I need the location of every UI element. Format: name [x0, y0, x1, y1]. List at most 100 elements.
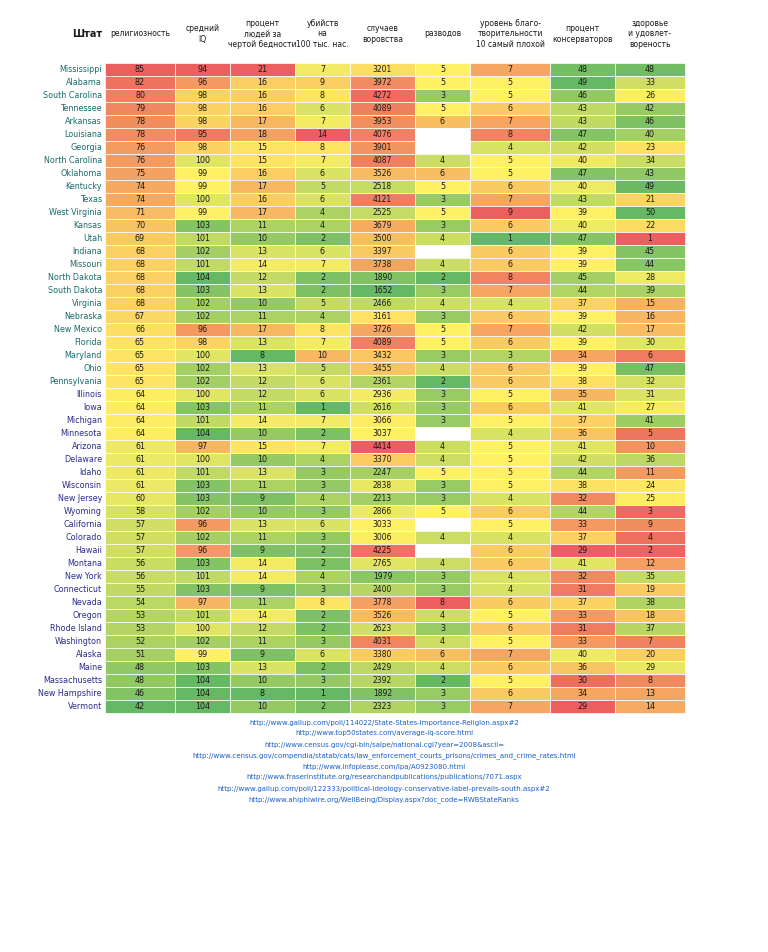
Text: 76: 76	[135, 143, 145, 152]
Bar	[615, 583, 685, 596]
Text: 10: 10	[257, 507, 267, 516]
Text: 78: 78	[135, 130, 145, 139]
Bar	[550, 362, 615, 375]
Bar	[415, 544, 470, 557]
Text: 49: 49	[645, 182, 655, 191]
Bar	[295, 700, 350, 713]
Text: 4121: 4121	[373, 195, 392, 204]
Bar	[350, 570, 415, 583]
Text: 3500: 3500	[372, 234, 392, 243]
Bar	[470, 102, 550, 115]
Bar	[470, 531, 550, 544]
Bar	[105, 375, 175, 388]
Text: Pennsylvania: Pennsylvania	[49, 377, 102, 386]
Bar	[175, 427, 230, 440]
Text: 4: 4	[508, 585, 512, 594]
Text: 40: 40	[645, 130, 655, 139]
Text: 61: 61	[135, 455, 145, 464]
Text: 2213: 2213	[373, 494, 392, 503]
Text: New Mexico: New Mexico	[54, 325, 102, 334]
Text: 3: 3	[440, 416, 445, 425]
Text: 3972: 3972	[372, 78, 392, 87]
Bar	[230, 505, 295, 518]
Text: 55: 55	[135, 585, 145, 594]
Bar	[615, 63, 685, 76]
Bar	[105, 570, 175, 583]
Bar	[175, 271, 230, 284]
Bar	[415, 583, 470, 596]
Bar	[470, 141, 550, 154]
Text: 11: 11	[257, 637, 267, 646]
Text: 2616: 2616	[373, 403, 392, 412]
Text: 45: 45	[645, 247, 655, 256]
Text: 3: 3	[440, 689, 445, 698]
Bar	[105, 466, 175, 479]
Text: Oregon: Oregon	[72, 611, 102, 620]
Text: 12: 12	[257, 377, 267, 386]
Bar	[615, 388, 685, 401]
Text: 68: 68	[135, 286, 145, 295]
Bar	[295, 141, 350, 154]
Bar	[230, 583, 295, 596]
Bar	[350, 245, 415, 258]
Text: 39: 39	[578, 338, 588, 347]
Bar	[350, 63, 415, 76]
Bar	[230, 648, 295, 661]
Text: 3: 3	[440, 312, 445, 321]
Bar	[615, 414, 685, 427]
Text: 96: 96	[197, 520, 207, 529]
Bar	[415, 414, 470, 427]
Bar	[350, 219, 415, 232]
Text: 11: 11	[645, 468, 655, 477]
Bar	[295, 427, 350, 440]
Bar	[470, 128, 550, 141]
Text: 50: 50	[645, 208, 655, 217]
Bar	[230, 427, 295, 440]
Bar	[350, 297, 415, 310]
Bar	[550, 336, 615, 349]
Bar	[470, 89, 550, 102]
Text: 85: 85	[135, 65, 145, 74]
Text: 11: 11	[257, 598, 267, 607]
Bar	[175, 63, 230, 76]
Text: 34: 34	[578, 689, 588, 698]
Text: 36: 36	[578, 429, 588, 438]
Text: Iowa: Iowa	[83, 403, 102, 412]
Text: 13: 13	[257, 468, 267, 477]
Bar	[550, 232, 615, 245]
Text: Mississippi: Mississippi	[59, 65, 102, 74]
Bar	[230, 102, 295, 115]
Bar	[295, 505, 350, 518]
Bar	[415, 310, 470, 323]
Bar	[350, 167, 415, 180]
Text: 6: 6	[320, 650, 325, 659]
Bar	[230, 492, 295, 505]
Bar	[295, 245, 350, 258]
Text: 5: 5	[440, 208, 445, 217]
Bar	[350, 180, 415, 193]
Text: 65: 65	[135, 364, 145, 373]
Text: 2361: 2361	[373, 377, 392, 386]
Bar	[350, 648, 415, 661]
Text: 41: 41	[578, 403, 588, 412]
Bar	[550, 466, 615, 479]
Bar	[350, 414, 415, 427]
Text: 7: 7	[320, 117, 325, 126]
Text: 5: 5	[320, 364, 325, 373]
Bar	[415, 622, 470, 635]
Bar	[550, 531, 615, 544]
Bar	[550, 700, 615, 713]
Text: 68: 68	[135, 247, 145, 256]
Text: 100: 100	[195, 390, 210, 399]
Text: 33: 33	[578, 611, 588, 620]
Bar	[415, 700, 470, 713]
Text: 7: 7	[647, 637, 653, 646]
Text: 3201: 3201	[373, 65, 392, 74]
Bar	[230, 245, 295, 258]
Text: 2: 2	[320, 611, 325, 620]
Bar	[550, 219, 615, 232]
Text: 6: 6	[647, 351, 653, 360]
Text: http://www.gallup.com/poll/122333/political-ideology-conservative-label-prevails: http://www.gallup.com/poll/122333/politi…	[217, 785, 551, 791]
Text: http://www.top50states.com/average-iq-score.html: http://www.top50states.com/average-iq-sc…	[295, 730, 473, 737]
Text: 65: 65	[135, 338, 145, 347]
